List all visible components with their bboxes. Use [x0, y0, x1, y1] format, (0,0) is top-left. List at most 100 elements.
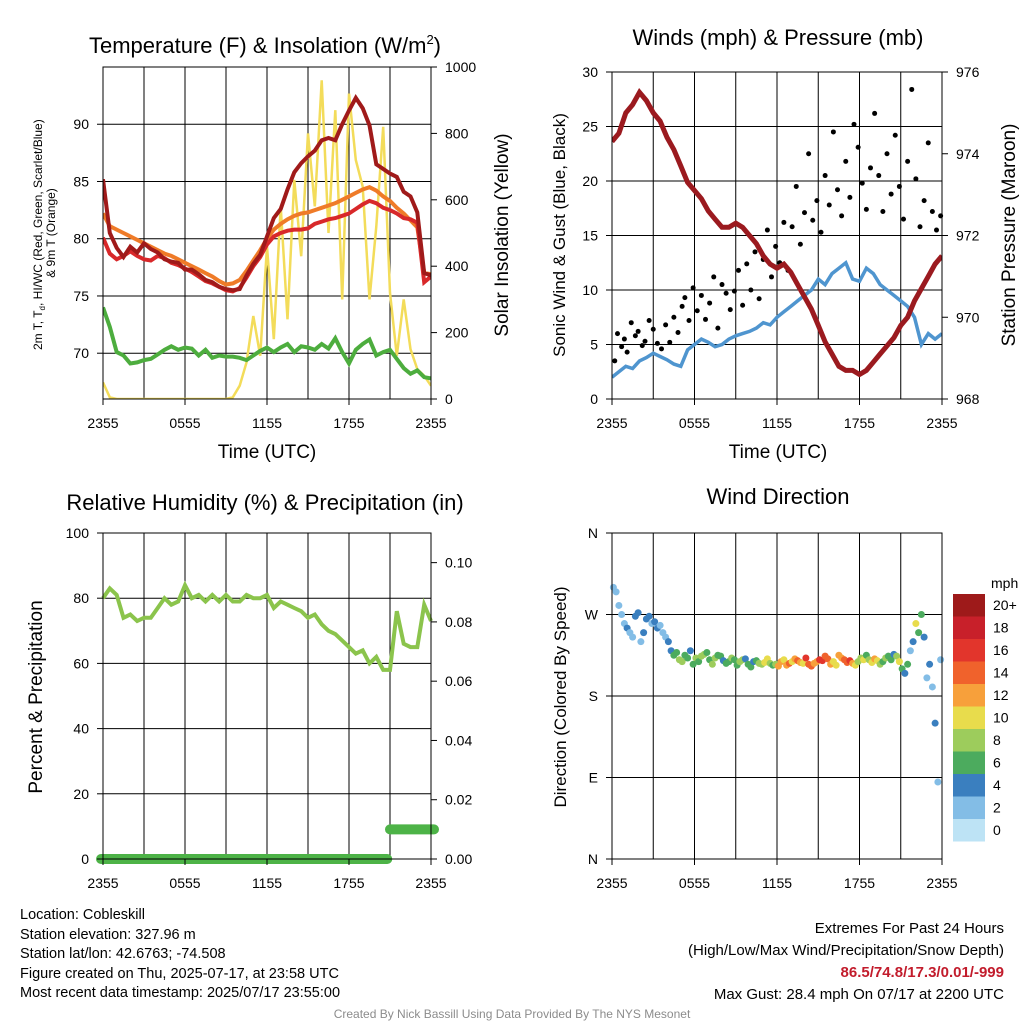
- gust-point: [789, 224, 795, 230]
- gust-point: [736, 267, 741, 273]
- pressure-ytick-right-label: 972: [956, 228, 980, 244]
- gust-point: [748, 287, 754, 293]
- gust-point: [740, 302, 746, 308]
- extremes-title: Extremes For Past 24 Hours: [814, 920, 1004, 937]
- gust-point: [781, 219, 787, 225]
- legend-label: 12: [993, 687, 1009, 703]
- direction-point: [684, 654, 692, 662]
- humidity-xtick-label: 1155: [252, 875, 282, 891]
- humidity-xtick-label: 2355: [415, 875, 446, 891]
- temperature-xtick-label: 1155: [252, 415, 282, 431]
- direction-point: [747, 663, 755, 671]
- legend-swatch: [953, 684, 985, 707]
- direction-point: [915, 629, 923, 637]
- gust-point: [855, 144, 861, 150]
- gust-point: [793, 183, 799, 189]
- gust-point: [675, 330, 681, 336]
- gust-point: [719, 282, 725, 288]
- precip-ytick-right-label: 0.04: [445, 732, 472, 748]
- legend-swatch: [953, 661, 985, 684]
- insolation-ytick-right-label: 0: [445, 391, 453, 407]
- gust-point: [826, 202, 832, 208]
- wind-direction-title: Wind Direction: [706, 484, 849, 509]
- direction-ylabel: Direction (Colored By Speed): [551, 586, 570, 807]
- dewpoint-line: [103, 306, 431, 381]
- wind-ytick-label: 0: [590, 391, 598, 407]
- direction-point: [912, 620, 920, 628]
- gust-point: [892, 132, 898, 138]
- gust-point: [876, 173, 882, 179]
- legend-label: 10: [993, 710, 1009, 726]
- gust-point: [628, 320, 634, 326]
- temperature-xtick-label: 2355: [415, 415, 446, 431]
- humidity-xtick-label: 2355: [87, 875, 118, 891]
- wind-ylabel-right: Station Pressure (Maroon): [999, 124, 1020, 347]
- pressure-ytick-right-label: 976: [956, 64, 980, 80]
- direction-point: [695, 658, 703, 666]
- wind-xtick-label: 2355: [596, 415, 627, 431]
- heat-index-line: [103, 198, 431, 294]
- gust-point: [646, 318, 652, 324]
- direction-point: [673, 649, 681, 657]
- temperature-xtick-label: 0555: [169, 415, 200, 431]
- precip-ytick-right-label: 0.08: [445, 614, 472, 630]
- direction-point: [634, 609, 642, 617]
- direction-point: [612, 588, 620, 596]
- wind-direction-panel: Wind Direction 2355 0555 1155 1755 2355 N E S W N…: [551, 484, 1018, 891]
- station-elevation: Station elevation: 327.96 m: [20, 926, 196, 943]
- gust-point: [642, 338, 648, 344]
- legend-swatch: [953, 706, 985, 729]
- gust-point: [764, 227, 770, 233]
- gust-point: [806, 151, 812, 157]
- gust-point: [925, 140, 931, 146]
- legend-label: 18: [993, 620, 1009, 636]
- direction-point: [906, 647, 914, 655]
- gust-point: [859, 180, 865, 186]
- speed-legend-title: mph: [991, 575, 1018, 591]
- wind-ytick-label: 20: [582, 173, 598, 189]
- gust-point: [835, 187, 840, 193]
- direction-point: [637, 638, 645, 646]
- humidity-ytick-label: 40: [73, 721, 89, 737]
- direction-point: [887, 656, 895, 664]
- direction-point: [629, 633, 637, 641]
- gust-point: [822, 173, 828, 179]
- direction-xtick-label: 0555: [679, 875, 710, 891]
- direction-point: [615, 601, 623, 609]
- legend-label: 0: [993, 822, 1001, 838]
- temperature-panel: Temperature (F) & Insolation (W/m2) 2355…: [31, 32, 513, 463]
- pressure-ytick-right-label: 974: [956, 146, 980, 162]
- legend-swatch: [953, 819, 985, 842]
- recent-timestamp: Most recent data timestamp: 2025/07/17 2…: [20, 985, 341, 1002]
- gust-point: [843, 158, 849, 164]
- pressure-ytick-right-label: 970: [956, 309, 980, 325]
- direction-point: [686, 647, 694, 655]
- direction-point: [909, 638, 917, 646]
- direction-point: [618, 611, 626, 618]
- wind-ytick-label: 30: [582, 64, 598, 80]
- wind-xtick-label: 2355: [926, 415, 957, 431]
- gust-point: [769, 274, 774, 280]
- direction-point: [895, 658, 903, 666]
- temperature-ytick-label: 85: [73, 173, 89, 189]
- pressure-ytick-right-label: 968: [956, 391, 980, 407]
- humidity-ytick-label: 0: [81, 851, 89, 867]
- station-latlon: Station lat/lon: 42.6763; -74.508: [20, 946, 226, 963]
- wind-ylabel-left: Sonic Wind & Gust (Blue, Black): [550, 113, 569, 357]
- humidity-line: [101, 580, 433, 672]
- humidity-ytick-label: 60: [73, 655, 89, 671]
- gust-point: [671, 314, 677, 320]
- gust-point: [839, 213, 845, 219]
- direction-point: [901, 669, 909, 677]
- direction-point: [708, 660, 716, 668]
- direction-ytick-label: S: [589, 688, 598, 704]
- gust-point: [621, 336, 627, 342]
- direction-point: [931, 719, 939, 727]
- gust-point: [635, 328, 641, 334]
- legend-swatch: [953, 774, 985, 797]
- wind-pressure-panel: Winds (mph) & Pressure (mb) 2355 0555 1155…: [550, 25, 1020, 463]
- direction-ytick-label: N: [588, 525, 598, 541]
- gust-point: [851, 121, 857, 127]
- gust-point: [818, 229, 824, 235]
- temperature-line: [103, 94, 431, 293]
